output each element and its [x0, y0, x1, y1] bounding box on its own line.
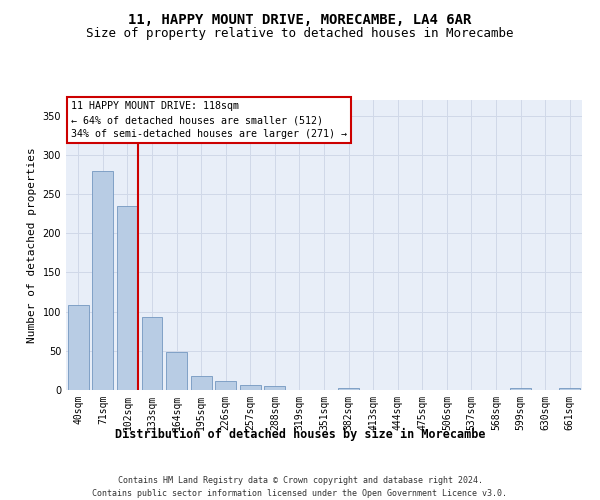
Text: 11 HAPPY MOUNT DRIVE: 118sqm
← 64% of detached houses are smaller (512)
34% of s: 11 HAPPY MOUNT DRIVE: 118sqm ← 64% of de… — [71, 102, 347, 140]
Bar — [191, 376, 212, 390]
Text: Size of property relative to detached houses in Morecambe: Size of property relative to detached ho… — [86, 28, 514, 40]
Y-axis label: Number of detached properties: Number of detached properties — [27, 147, 37, 343]
Bar — [215, 382, 236, 390]
Bar — [338, 388, 359, 390]
Bar — [265, 386, 286, 390]
Bar — [166, 352, 187, 390]
Text: Distribution of detached houses by size in Morecambe: Distribution of detached houses by size … — [115, 428, 485, 440]
Bar — [117, 206, 138, 390]
Bar — [559, 388, 580, 390]
Bar — [240, 386, 261, 390]
Bar — [68, 306, 89, 390]
Text: Contains HM Land Registry data © Crown copyright and database right 2024.
Contai: Contains HM Land Registry data © Crown c… — [92, 476, 508, 498]
Text: 11, HAPPY MOUNT DRIVE, MORECAMBE, LA4 6AR: 11, HAPPY MOUNT DRIVE, MORECAMBE, LA4 6A… — [128, 12, 472, 26]
Bar — [142, 317, 163, 390]
Bar — [92, 170, 113, 390]
Bar — [510, 388, 531, 390]
